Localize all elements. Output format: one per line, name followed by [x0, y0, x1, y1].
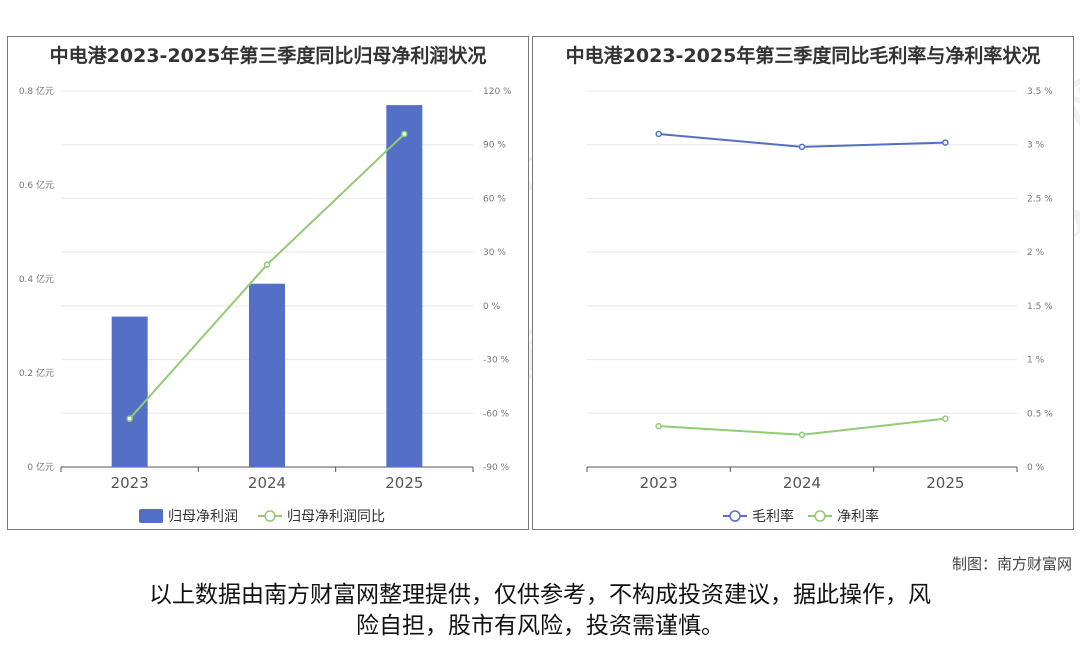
- net-margin-point-2024: [798, 431, 806, 439]
- left-chart-svg: -90 % -60 % -30 % 0 % 30 % 60 % 90 % 120 % 0 亿元 0…: [19, 85, 512, 525]
- right-axis-tick: 3.5 %: [1027, 87, 1053, 97]
- bar-2023: [111, 316, 148, 467]
- right-axis-tick: 1.5 %: [1027, 302, 1053, 312]
- left-axis-tick: 0 亿元: [27, 461, 54, 473]
- right-axis-tick: -30 %: [483, 356, 510, 366]
- net-margin-point-2025: [942, 415, 949, 422]
- legend-gross-marker: [729, 510, 741, 522]
- left-axis-tick: 0.4 亿元: [19, 273, 54, 285]
- yoy-point-2024: [263, 261, 271, 268]
- left-axis-tick: 0.2 亿元: [19, 367, 54, 379]
- legend-net-marker: [814, 510, 826, 522]
- gross-margin-point-2023: [655, 130, 662, 138]
- gross-margin-point-2025: [942, 139, 949, 146]
- chart-credit: 制图：南方财富网: [951, 555, 1072, 573]
- x-tick-label: 2024: [248, 474, 286, 492]
- x-tick-label: 2025: [385, 474, 423, 492]
- right-axis-tick: 0.5 %: [1027, 409, 1053, 419]
- left-chart-title: 中电港2023-2025年第三季度同比归母净利润状况: [49, 45, 487, 67]
- legend-gross-label: 毛利率: [752, 508, 794, 525]
- right-axis-tick: -60 %: [483, 409, 510, 419]
- right-axis-tick: 2 %: [1027, 248, 1045, 258]
- right-axis-tick: 3 %: [1027, 141, 1045, 151]
- bar-2025: [386, 105, 423, 467]
- right-axis-tick: 60 %: [483, 194, 506, 204]
- bar-2024: [249, 283, 285, 467]
- right-chart-svg: 0 % 0.5 % 1 % 1.5 % 2 % 2.5 % 3 % 3.5 % 2023 2024…: [586, 87, 1053, 525]
- legend-bar-swatch: [139, 509, 163, 523]
- x-tick-label: 2023: [640, 474, 678, 492]
- right-axis-tick: 0 %: [1027, 463, 1045, 473]
- disclaimer-line-1: 以上数据由南方财富网整理提供，仅供参考，不构成投资建议，据此操作，风: [149, 582, 931, 608]
- legend-bar-label: 归母净利润: [168, 508, 238, 525]
- gross-margin-point-2024: [798, 143, 806, 151]
- left-chart-panel: 中电港2023-2025年第三季度同比归母净利润状况 -90 % -60 % -30…: [7, 36, 529, 530]
- right-chart-title: 中电港2023-2025年第三季度同比毛利率与净利率状况: [565, 45, 1041, 67]
- legend-line-marker: [264, 510, 276, 522]
- yoy-point-2025: [401, 130, 408, 138]
- legend-net-label: 净利率: [837, 508, 879, 525]
- yoy-point-2023: [126, 415, 133, 422]
- right-axis-tick: 30 %: [483, 248, 506, 258]
- disclaimer-line-2: 险自担，股市有风险，投资需谨慎。: [356, 613, 724, 639]
- right-axis-tick: -90 %: [483, 463, 510, 473]
- disclaimer: 以上数据由南方财富网整理提供，仅供参考，不构成投资建议，据此操作，风 险自担，股…: [40, 580, 1040, 642]
- x-tick-label: 2024: [783, 474, 821, 492]
- right-axis-tick: 1 %: [1027, 356, 1045, 366]
- legend-line-label: 归母净利润同比: [287, 508, 385, 525]
- net-margin-point-2023: [655, 422, 662, 430]
- x-tick-label: 2025: [926, 474, 964, 492]
- right-axis-tick: 0 %: [483, 302, 501, 312]
- left-axis-tick: 0.8 亿元: [19, 85, 54, 97]
- right-axis-tick: 90 %: [483, 141, 506, 151]
- x-tick-label: 2023: [111, 474, 149, 492]
- right-axis-tick: 2.5 %: [1027, 194, 1053, 204]
- right-axis-tick: 120 %: [483, 87, 512, 97]
- right-chart-panel: 中电港2023-2025年第三季度同比毛利率与净利率状况 0 % 0.5 % 1 %…: [532, 36, 1074, 530]
- left-axis-tick: 0.6 亿元: [19, 179, 54, 191]
